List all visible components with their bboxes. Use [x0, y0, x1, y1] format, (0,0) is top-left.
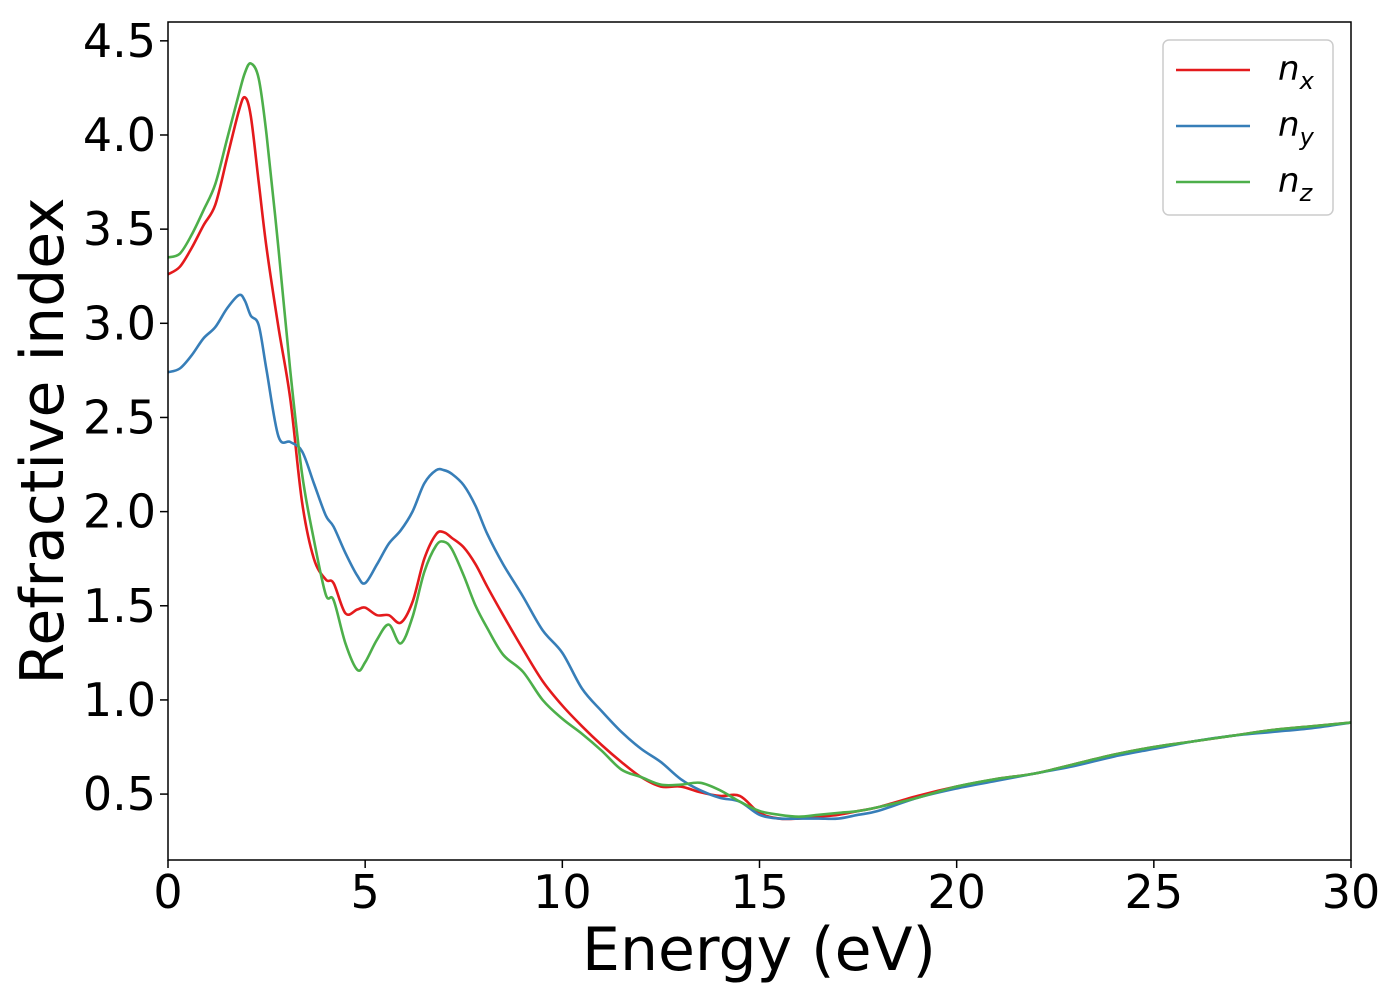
- legend-label-y: ny: [1278, 105, 1315, 151]
- legend-label-z: nz: [1278, 161, 1314, 207]
- y-tick-label: 1.0: [83, 673, 156, 727]
- x-tick-label: 10: [533, 865, 592, 919]
- series-layer: [167, 62, 1352, 821]
- legend: nx ny nz: [1162, 39, 1334, 216]
- x-axis-label: Energy (eV): [582, 915, 936, 985]
- y-tick-label: 3.0: [83, 296, 156, 350]
- series-line-z: [167, 62, 1352, 818]
- x-tick-label: 15: [730, 865, 789, 919]
- y-tick-label: 4.0: [83, 108, 156, 162]
- y-tick-label: 0.5: [83, 767, 156, 821]
- y-tick-label: 1.5: [83, 579, 156, 633]
- series-line-y: [167, 293, 1352, 821]
- x-tick-label: 25: [1125, 865, 1184, 919]
- x-tick-label: 5: [351, 865, 380, 919]
- legend-box: [1162, 39, 1334, 216]
- y-tick-label: 3.5: [83, 202, 156, 256]
- y-axis-label: Refractive index: [8, 197, 78, 684]
- x-tick-label: 20: [927, 865, 986, 919]
- x-axis-ticks: 0 5 10 15 20 25 30: [153, 860, 1380, 919]
- x-tick-label: 0: [153, 865, 182, 919]
- y-tick-label: 2.0: [83, 485, 156, 539]
- y-tick-label: 2.5: [83, 390, 156, 444]
- y-axis-ticks: 0.5 1.0 1.5 2.0 2.5 3.0 3.5 4.0 4.5: [83, 14, 168, 821]
- y-tick-label: 4.5: [83, 14, 156, 68]
- legend-label-x: nx: [1278, 49, 1315, 95]
- x-tick-label: 30: [1322, 865, 1381, 919]
